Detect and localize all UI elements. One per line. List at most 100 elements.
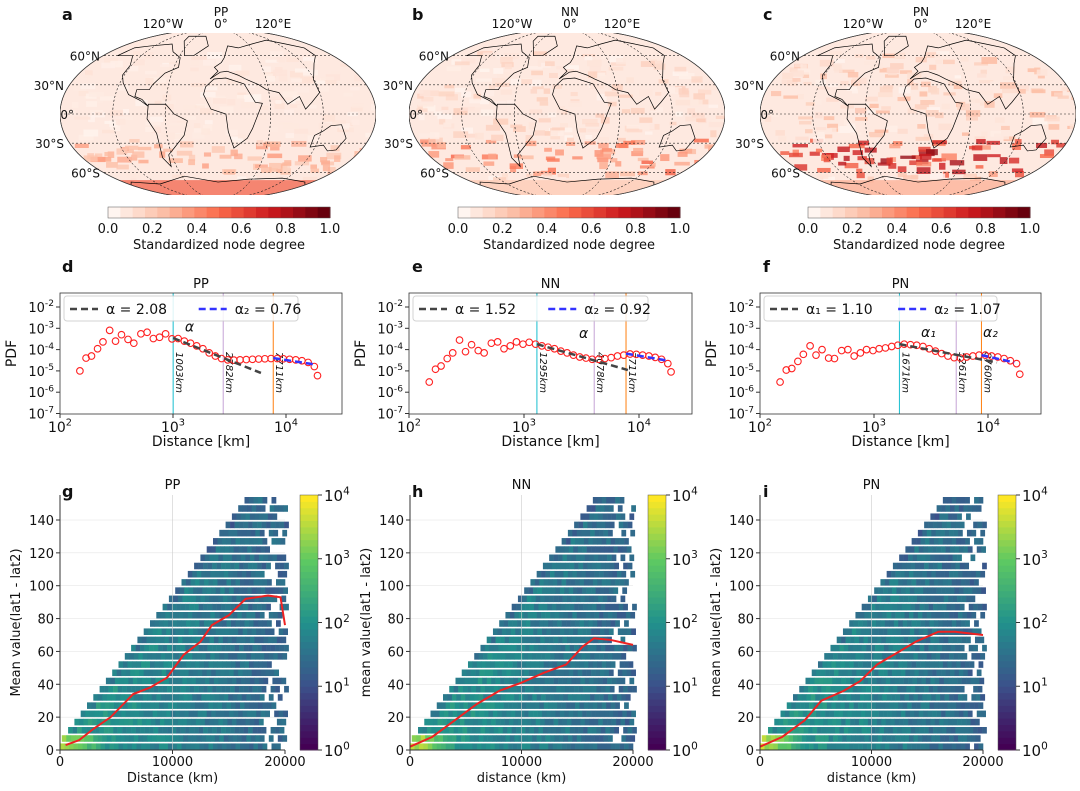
heatmap-cell [432,743,438,750]
heatmap-cell [204,661,209,668]
heatmap-cell [560,644,566,652]
heatmap-cell [194,644,199,652]
colorbar-swatch [648,558,666,566]
heatmap-cell [168,702,173,709]
heatmap-cell [274,587,279,594]
heatmap-cell [852,644,858,652]
heat-cell [464,133,478,138]
heatmap-cell [602,718,608,726]
heatmap-cell [140,685,145,693]
heatmap-cell [948,554,953,562]
heat-cell [610,158,618,163]
heat-cell [765,115,772,122]
heatmap-cell [249,677,255,685]
heatmap-cell [256,546,261,553]
heatmap-cell [168,677,174,685]
heat-cell [589,66,601,72]
heatmap-cell [272,636,278,644]
heatmap-cell [516,685,521,693]
heatmap-cell [500,718,505,726]
heatmap-cell [191,677,197,685]
heatmap-cell [627,685,633,693]
colorbar-swatch [293,207,306,218]
heatmap-cell [257,521,262,529]
heat-cell [117,156,132,163]
lon-label: 0° [563,17,577,31]
heatmap-cell [165,653,171,660]
heatmap-cell [588,661,594,668]
heatmap-cell [170,628,176,635]
heatmap-cell [517,620,522,627]
heatmap-cell [585,570,591,578]
heatmap-cell [881,636,887,644]
data-point [1012,359,1021,368]
heatmap-cell [862,620,868,627]
heatmap-cell [536,612,542,619]
heat-cell [809,151,820,156]
heatmap-cell [236,718,242,726]
heatmap-cell [850,677,855,685]
heatmap-chart-PP: PP0 10000 20000020406080100120140Distance … [9,478,350,786]
heatmap-cell [252,562,258,570]
threshold-label: 1003km [173,352,184,393]
colorbar-swatch [943,207,957,218]
heat-cell [708,104,719,108]
heatmap-cell [474,653,479,660]
heatmap-cell [223,529,229,537]
heatmap-cell [828,735,834,742]
heatmap-cell [488,710,494,718]
heatmap-cell [222,743,227,750]
heatmap-cell [145,702,151,709]
colorbar-swatch [482,207,496,218]
coastline [903,77,963,149]
heatmap-cell [831,702,837,709]
heatmap-cell [820,710,826,718]
heatmap-cell [171,727,177,734]
heat-cell [83,129,99,137]
heatmap-cell [220,669,225,677]
heat-cell [897,128,908,134]
heatmap-cell [947,579,953,586]
heatmap-cell [213,579,218,586]
heatmap-cell [136,743,142,750]
heatmap-cell [926,570,932,578]
heatmap-cell [181,743,187,750]
heatmap-cell [934,636,940,644]
heatmap-cell [241,694,247,701]
heatmap-cell [592,661,598,668]
heat-cell [234,153,243,160]
heatmap-cell [815,694,821,701]
lat-label: 0° [409,108,423,122]
heat-cell [532,51,548,56]
heatmap-cell [196,612,202,619]
heatmap-cell [582,710,587,718]
heatmap-cell [916,538,921,545]
heatmap-cell [280,579,286,586]
heatmap-cell [600,727,606,734]
heat-cell [150,116,164,123]
heatmap-cell [563,570,569,578]
heatmap-cell [796,718,802,726]
heatmap-cell [890,595,895,603]
heatmap-cell [270,521,276,529]
heatmap-cell [956,620,961,627]
heatmap-cell [177,677,183,685]
heatmap-cell [884,620,890,627]
heatmap-cell [574,727,579,734]
heatmap-cell [965,661,970,668]
heatmap-cell [869,628,875,635]
heatmap-cell [616,653,622,660]
heat-cell [871,80,880,85]
heatmap-cell [60,743,65,750]
heatmap-cell [194,562,199,570]
heat-cell [291,140,307,147]
heat-cell [851,89,859,94]
heatmap-cell [582,669,587,677]
data-point [93,344,102,353]
heat-cell [547,167,556,175]
heat-cell [631,151,644,157]
heatmap-cell [824,735,829,742]
axes-frame [408,292,693,415]
tick-base: 10 [377,322,394,337]
heatmap-cell [942,620,948,627]
